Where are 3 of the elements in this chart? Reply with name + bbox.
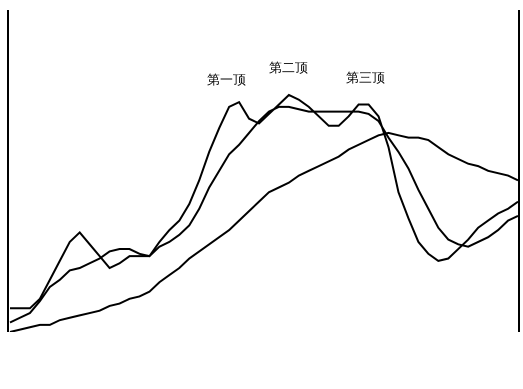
text: 第一顶 [207,73,246,88]
text: 第二顶 [269,61,308,76]
text: 第三顶 [346,71,385,86]
